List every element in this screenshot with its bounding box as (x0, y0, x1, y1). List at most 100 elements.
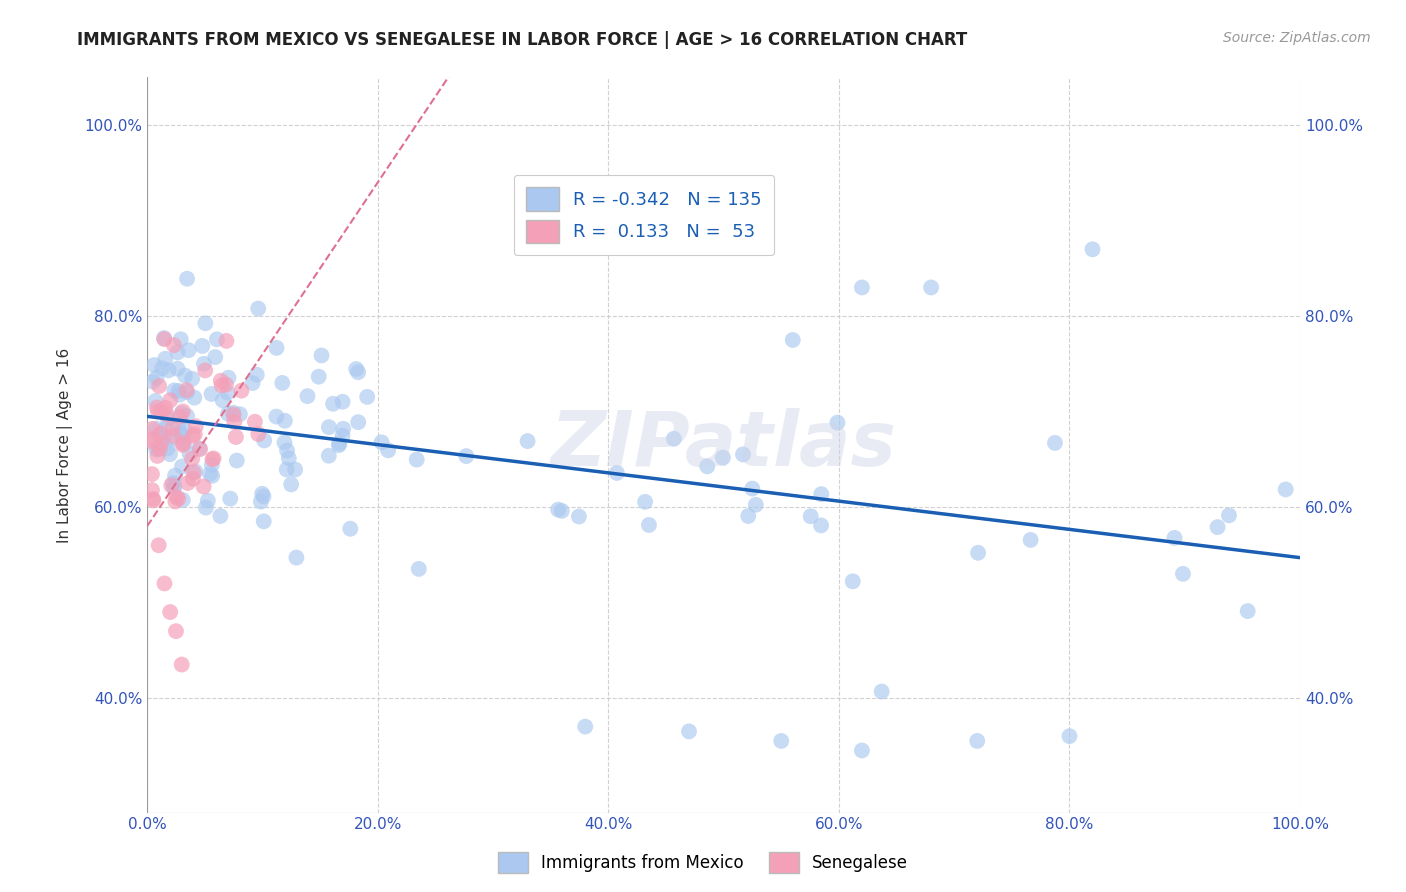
Point (250, 494, 273, 508)
Point (332, 429, 354, 443)
Point (174, 368, 197, 383)
Point (551, 504, 574, 518)
Point (201, 452, 224, 467)
Point (181, 472, 204, 486)
Point (177, 475, 200, 490)
Point (870, 684, 893, 698)
Point (152, 432, 174, 446)
Point (217, 407, 239, 421)
Point (204, 350, 226, 364)
Point (246, 368, 269, 382)
Point (842, 574, 865, 589)
Point (280, 477, 302, 491)
Point (311, 348, 333, 362)
Point (172, 404, 194, 418)
Point (370, 435, 392, 450)
Point (377, 443, 399, 458)
Point (770, 734, 793, 748)
Point (142, 435, 165, 450)
Point (153, 332, 176, 346)
Point (194, 363, 217, 377)
Point (745, 498, 768, 512)
Point (183, 391, 205, 405)
Point (274, 414, 297, 428)
Point (172, 435, 194, 450)
Point (711, 450, 734, 465)
Point (967, 546, 990, 560)
Point (247, 301, 270, 316)
Point (141, 483, 163, 497)
Point (217, 385, 239, 400)
Point (547, 502, 569, 516)
Point (737, 508, 759, 523)
Point (810, 487, 832, 501)
Point (176, 383, 198, 397)
Point (1019, 533, 1042, 547)
Point (169, 425, 191, 440)
Point (142, 491, 165, 506)
Point (222, 408, 245, 422)
Point (225, 453, 247, 467)
Point (198, 467, 221, 481)
Point (678, 724, 700, 739)
Point (150, 361, 173, 376)
Point (194, 316, 217, 330)
Point (146, 401, 169, 415)
Point (145, 393, 167, 408)
Point (598, 199, 620, 213)
Point (176, 385, 198, 400)
Point (172, 428, 194, 442)
Point (173, 424, 195, 438)
Point (169, 388, 191, 402)
Point (662, 432, 685, 446)
Point (222, 406, 245, 420)
Point (153, 576, 176, 591)
Point (145, 371, 167, 385)
Point (179, 447, 201, 461)
Point (145, 442, 167, 457)
Point (153, 331, 176, 345)
Point (276, 462, 298, 476)
Point (163, 479, 186, 493)
Point (243, 415, 266, 429)
Point (173, 437, 195, 451)
Point (966, 734, 988, 748)
Point (163, 468, 186, 483)
Point (205, 332, 228, 346)
Point (800, 509, 823, 524)
Point (169, 409, 191, 424)
Point (170, 657, 193, 672)
Point (1043, 436, 1066, 450)
Point (142, 493, 165, 508)
Point (574, 720, 596, 734)
Point (170, 332, 193, 346)
Point (162, 421, 184, 435)
Point (252, 490, 274, 504)
Point (318, 449, 340, 463)
Point (170, 459, 193, 474)
Point (183, 466, 205, 480)
Point (634, 495, 657, 509)
Point (157, 363, 180, 377)
Point (172, 493, 194, 508)
Point (266, 409, 288, 424)
Point (219, 491, 242, 506)
Point (160, 478, 183, 492)
Point (1081, 242, 1104, 256)
Point (162, 429, 184, 443)
Point (202, 451, 225, 466)
Text: ZIPatlas: ZIPatlas (551, 408, 897, 482)
Point (188, 442, 211, 456)
Point (215, 334, 238, 348)
Point (735, 227, 758, 242)
Point (156, 442, 179, 456)
Legend: R = -0.342   N = 135, R =  0.133   N =  53: R = -0.342 N = 135, R = 0.133 N = 53 (513, 175, 775, 255)
Point (273, 435, 295, 450)
Point (153, 422, 176, 436)
Point (143, 358, 166, 372)
Point (184, 464, 207, 478)
Point (184, 419, 207, 434)
Point (156, 411, 179, 425)
Point (741, 482, 763, 496)
Point (201, 468, 224, 483)
